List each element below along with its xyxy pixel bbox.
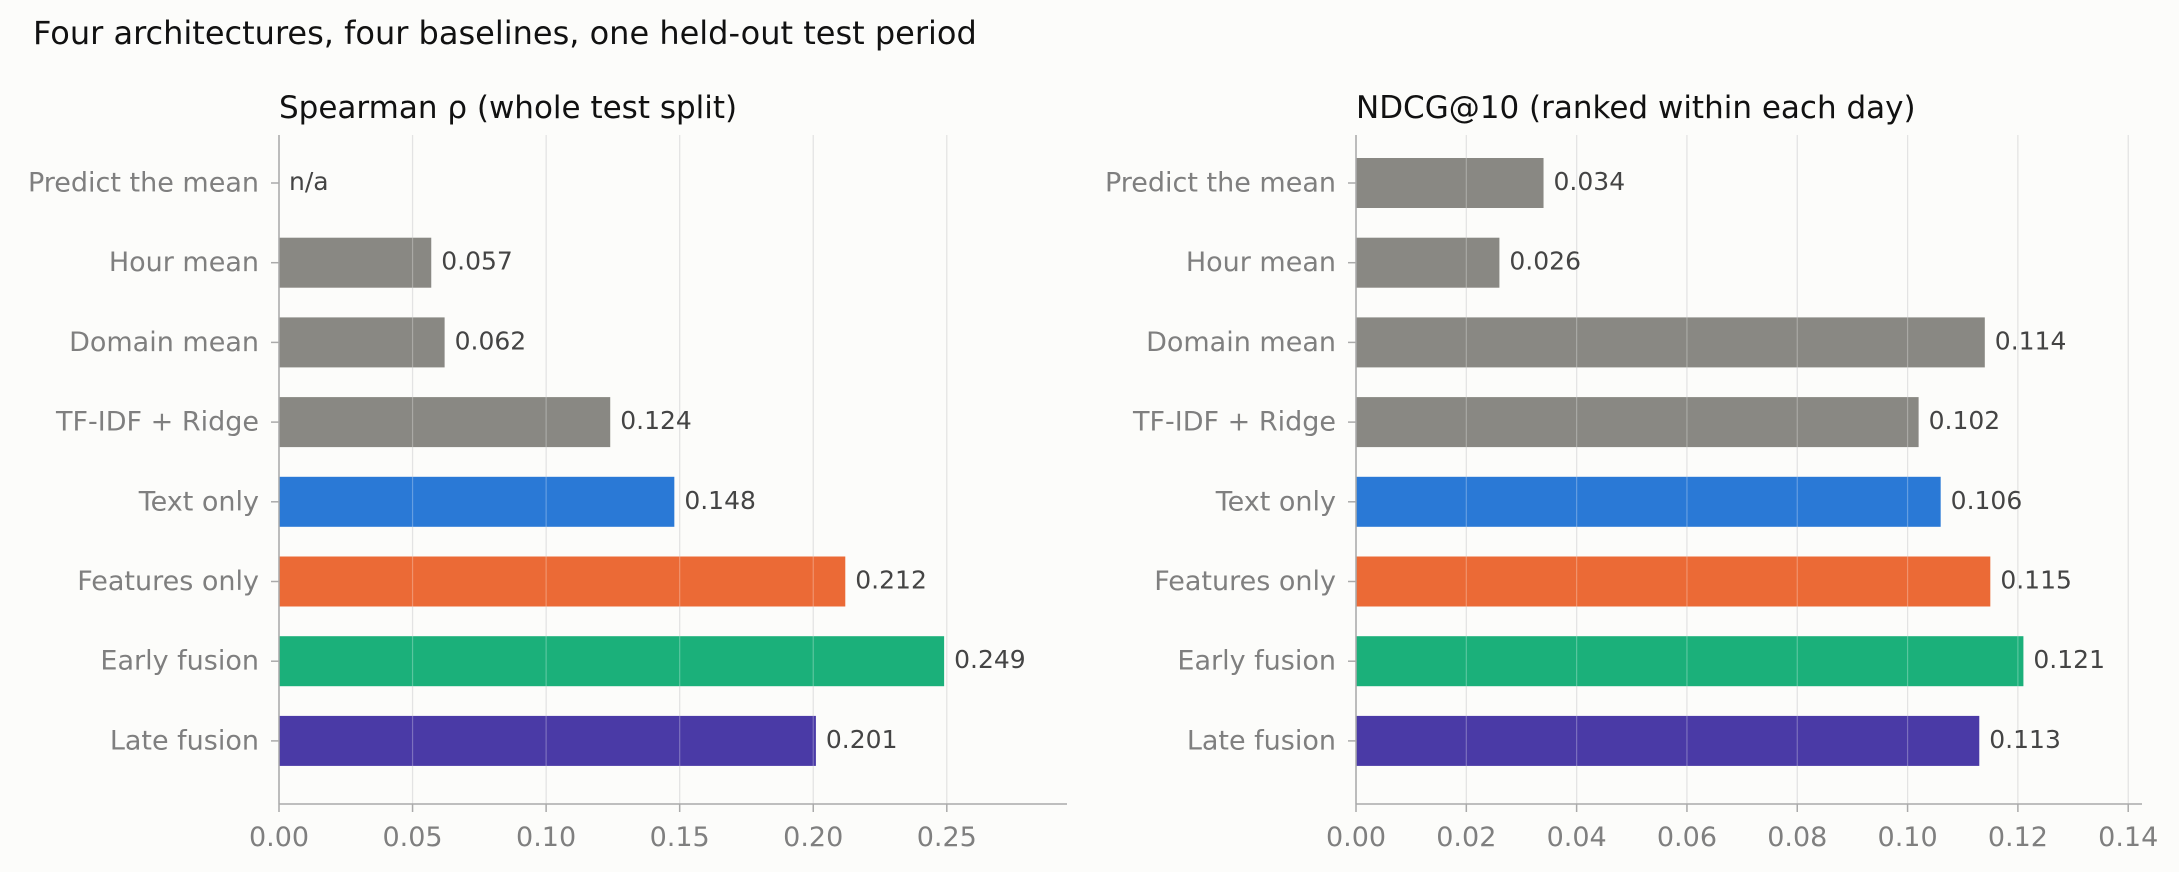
spearman-category-label: Early fusion: [100, 646, 259, 677]
spearman-bar: [279, 715, 816, 766]
ndcg-bar: [1356, 636, 2024, 687]
spearman-bar: [279, 237, 432, 288]
spearman-category-label: Features only: [77, 566, 259, 597]
spearman-x-tick-label: 0.10: [516, 822, 576, 853]
ndcg-value-label: 0.121: [2033, 645, 2105, 674]
ndcg-x-tick-label: 0.10: [1878, 822, 1938, 853]
ndcg-category-label: Domain mean: [1146, 327, 1336, 358]
ndcg-x-tick-label: 0.02: [1436, 822, 1496, 853]
spearman-category-label: Text only: [138, 486, 259, 517]
spearman-value-label: 0.148: [684, 486, 756, 515]
spearman-value-label: 0.057: [441, 247, 513, 276]
ndcg-x-tick-label: 0.06: [1657, 822, 1717, 853]
spearman-value-label: 0.062: [455, 326, 527, 355]
ndcg-bar: [1356, 158, 1544, 208]
spearman-value-label: 0.201: [826, 725, 898, 754]
ndcg-category-label: Predict the mean: [1105, 168, 1336, 199]
spearman-value-label: n/a: [289, 167, 329, 196]
spearman-category-label: Predict the mean: [28, 168, 259, 199]
spearman-category-label: TF-IDF + Ridge: [55, 407, 259, 438]
spearman-x-tick-label: 0.20: [783, 822, 843, 853]
ndcg-bar: [1356, 237, 1500, 288]
ndcg-x-tick-label: 0.14: [2098, 822, 2158, 853]
spearman-category-label: Late fusion: [110, 725, 259, 756]
ndcg-bar: [1356, 476, 1941, 527]
spearman-bar: [279, 636, 945, 687]
ndcg-category-label: Features only: [1154, 566, 1336, 597]
spearman-value-label: 0.212: [855, 566, 927, 595]
ndcg-bar: [1356, 317, 1985, 368]
ndcg-value-label: 0.114: [1995, 326, 2067, 355]
spearman-bar: [279, 476, 675, 527]
spearman-x-tick-label: 0.25: [917, 822, 977, 853]
spearman-bar: [279, 397, 611, 448]
spearman-x-tick-label: 0.05: [382, 822, 442, 853]
figure-title: Four architectures, four baselines, one …: [33, 14, 977, 52]
spearman-value-label: 0.124: [620, 406, 692, 435]
spearman-category-label: Domain mean: [69, 327, 259, 358]
spearman-value-label: 0.249: [954, 645, 1026, 674]
ndcg-value-label: 0.102: [1929, 406, 2001, 435]
ndcg-bar: [1356, 715, 1980, 766]
chart-spearman: Spearman ρ (whole test split) n/a Predict …: [28, 90, 1067, 853]
ndcg-category-label: TF-IDF + Ridge: [1132, 407, 1336, 438]
ndcg-x-tick-label: 0.08: [1767, 822, 1827, 853]
ndcg-value-label: 0.113: [1989, 725, 2061, 754]
ndcg-bar: [1356, 556, 1991, 607]
ndcg-value-label: 0.034: [1554, 167, 1626, 196]
ndcg-x-tick-label: 0.12: [1988, 822, 2048, 853]
ndcg-bar: [1356, 397, 1919, 448]
spearman-title: Spearman ρ (whole test split): [279, 90, 737, 126]
ndcg-value-label: 0.115: [2000, 566, 2072, 595]
ndcg-value-label: 0.106: [1951, 486, 2023, 515]
ndcg-category-label: Late fusion: [1187, 725, 1336, 756]
ndcg-x-tick-label: 0.04: [1547, 822, 1607, 853]
spearman-x-tick-label: 0.15: [650, 822, 710, 853]
spearman-category-label: Hour mean: [109, 247, 259, 278]
ndcg-category-label: Early fusion: [1177, 646, 1336, 677]
ndcg-title: NDCG@10 (ranked within each day): [1356, 90, 1916, 126]
ndcg-x-tick-label: 0.00: [1326, 822, 1386, 853]
ndcg-category-label: Text only: [1215, 486, 1336, 517]
ndcg-category-label: Hour mean: [1186, 247, 1336, 278]
spearman-bar: [279, 556, 846, 607]
spearman-bar: [279, 317, 445, 368]
spearman-x-tick-label: 0.00: [249, 822, 309, 853]
ndcg-value-label: 0.026: [1509, 247, 1581, 276]
